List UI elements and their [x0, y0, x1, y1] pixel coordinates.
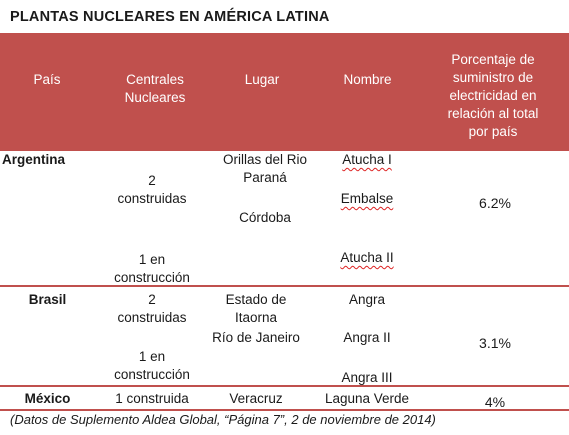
row-pais: México	[24, 391, 71, 406]
header-lugar: Lugar	[244, 72, 280, 87]
row-porcentaje: 4%	[484, 394, 506, 410]
row-divider	[0, 285, 569, 287]
row-divider	[0, 409, 569, 411]
page-title: PLANTAS NUCLEARES EN AMÉRICA LATINA	[10, 9, 330, 25]
row-nombre: Embalse	[340, 191, 394, 206]
row-lugar: Río de Janeiro	[212, 330, 300, 345]
row-lugar: Córdoba	[239, 210, 291, 225]
row-centrales: 1 en construcción	[114, 349, 190, 382]
row-lugar: Orillas del Rio Paraná	[222, 152, 308, 185]
row-nombre: Angra III	[341, 370, 393, 385]
row-pais: Brasil	[28, 292, 67, 307]
header-porcentaje: Porcentaje de suministro de electricidad…	[447, 52, 539, 139]
row-nombre: Atucha II	[340, 250, 394, 265]
row-divider	[0, 385, 569, 387]
row-centrales: 2 construidas	[117, 173, 187, 206]
row-nombre: Angra	[348, 292, 386, 307]
table-header: País Centrales Nucleares Lugar Nombre Po…	[0, 33, 569, 149]
row-centrales: 1 construida	[115, 391, 189, 406]
row-nombre: Laguna Verde	[324, 391, 410, 406]
row-nombre: Atucha I	[342, 152, 392, 167]
row-centrales: 1 en construcción	[114, 252, 190, 285]
header-centrales: Centrales Nucleares	[124, 72, 186, 105]
row-lugar: Estado de Itaorna	[225, 292, 287, 325]
row-nombre: Angra II	[343, 330, 391, 345]
row-porcentaje: 6.2%	[479, 195, 511, 211]
header-nombre: Nombre	[343, 72, 392, 87]
header-pais: País	[33, 72, 61, 87]
row-divider	[0, 149, 569, 151]
row-porcentaje: 3.1%	[479, 335, 511, 351]
row-pais: Argentina	[2, 152, 66, 167]
source-footnote: (Datos de Suplemento Aldea Global, “Pági…	[10, 412, 436, 427]
row-centrales: 2 construidas	[117, 292, 187, 325]
row-lugar: Veracruz	[229, 391, 283, 406]
